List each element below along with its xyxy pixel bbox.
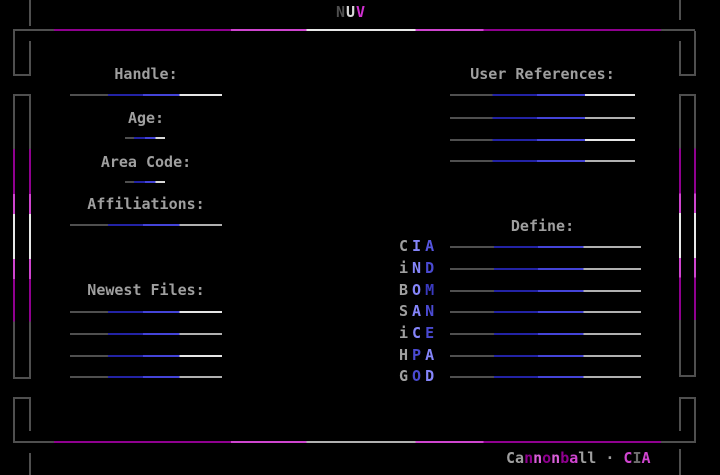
acronym-char: E: [425, 324, 439, 342]
title-char: U: [345, 3, 357, 21]
group-acronym-ind: iND: [399, 260, 438, 276]
credit-segment: o: [542, 449, 552, 467]
define-input-line[interactable]: [450, 290, 641, 292]
acronym-char: A: [425, 346, 439, 364]
border-bottomright-bracket-top: [679, 397, 696, 399]
define-input-line[interactable]: [450, 246, 641, 248]
credit-segment: a: [569, 449, 579, 467]
border-topleft-bracket-bottom: [13, 74, 31, 76]
acronym-char: O: [412, 367, 426, 385]
acronym-char: D: [425, 367, 439, 385]
area-code-input-line[interactable]: [125, 181, 165, 183]
border-bottomleft-bracket-outer: [13, 397, 15, 443]
acronym-char: B: [399, 281, 413, 299]
newest-files-input-line[interactable]: [70, 333, 222, 335]
border-topleft-bracket-inner: [29, 41, 31, 76]
border-topright-bracket-bottom: [679, 74, 696, 76]
credit-segment: ll: [578, 449, 597, 467]
border-left-rail-outer: [13, 95, 15, 378]
acronym-char: D: [425, 259, 439, 277]
artist-credit: Cannonball · CIA: [506, 450, 651, 466]
newest-files-input-line[interactable]: [70, 355, 222, 357]
age-label: Age:: [127, 109, 165, 127]
acronym-char: C: [412, 324, 426, 342]
handle-input-line[interactable]: [70, 94, 222, 96]
border-bottomleft-bracket-top: [13, 397, 31, 399]
acronym-char: N: [425, 302, 439, 320]
user-reference-input-line[interactable]: [450, 139, 635, 141]
credit-segment: I: [632, 449, 642, 467]
group-acronym-god: GOD: [399, 368, 438, 384]
define-input-line[interactable]: [450, 268, 641, 270]
credit-segment: A: [641, 449, 651, 467]
border-topleft-bracket-outer: [13, 31, 15, 76]
define-label: Define:: [510, 217, 575, 235]
credit-segment: ·: [596, 449, 624, 467]
border-bottomleft-bracket-inner: [29, 397, 31, 431]
credit-segment: Ca: [506, 449, 525, 467]
border-right-rail-bottom: [679, 375, 696, 377]
credit-segment: n: [524, 449, 534, 467]
handle-label: Handle:: [114, 65, 178, 83]
age-input-line[interactable]: [125, 137, 165, 139]
area-code-label: Area Code:: [100, 153, 192, 171]
border-topright-bracket-outer: [694, 31, 696, 76]
acronym-char: P: [412, 346, 426, 364]
border-right-rail-inner: [679, 95, 681, 376]
credit-segment: n: [551, 449, 561, 467]
acronym-char: G: [399, 367, 413, 385]
border-left-rail-inner: [29, 95, 31, 378]
newest-files-input-line[interactable]: [70, 376, 222, 378]
border-bottom-line: [13, 441, 695, 443]
user-references-label: User References:: [470, 65, 615, 83]
acronym-char: A: [412, 302, 426, 320]
credit-segment: C: [623, 449, 633, 467]
page-title: NUV: [330, 4, 372, 20]
border-bottomright-bracket-outer: [694, 397, 696, 443]
acronym-char: S: [399, 302, 413, 320]
acronym-char: H: [399, 346, 413, 364]
group-acronym-san: SAN: [399, 303, 438, 319]
acronym-char: M: [425, 281, 439, 299]
border-bottomright-bracket-inner: [679, 397, 681, 431]
group-acronym-cia: CIA: [399, 238, 438, 254]
acronym-char: i: [399, 324, 413, 342]
border-right-rail-outer: [694, 95, 696, 376]
border-left-rail-top: [13, 94, 31, 96]
acronym-char: A: [425, 237, 439, 255]
acronym-char: C: [399, 237, 413, 255]
border-topright-bracket-inner: [679, 41, 681, 76]
group-acronym-hpa: HPA: [399, 347, 438, 363]
newest-files-label: Newest Files:: [87, 281, 205, 299]
title-char: V: [356, 3, 367, 21]
acronym-char: O: [412, 281, 426, 299]
user-reference-input-line[interactable]: [450, 94, 635, 96]
define-input-line[interactable]: [450, 311, 641, 313]
border-top-right-tick: [679, 0, 681, 20]
define-input-line[interactable]: [450, 376, 641, 378]
credit-segment: n: [533, 449, 543, 467]
border-top-line: [13, 29, 695, 31]
user-reference-input-line[interactable]: [450, 117, 635, 119]
group-acronym-bom: BOM: [399, 282, 438, 298]
user-reference-input-line[interactable]: [450, 160, 635, 162]
define-input-line[interactable]: [450, 355, 641, 357]
border-bottom-right-tick: [679, 449, 681, 475]
border-top-left-tick: [29, 0, 31, 26]
border-right-rail-top: [679, 94, 696, 96]
newest-files-input-line[interactable]: [70, 311, 222, 313]
acronym-char: i: [399, 259, 413, 277]
group-acronym-ice: iCE: [399, 325, 438, 341]
title-char: N: [335, 3, 346, 21]
border-left-rail-bottom: [13, 377, 31, 379]
affiliations-label: Affiliations:: [87, 195, 205, 213]
credit-segment: b: [560, 449, 570, 467]
define-input-line[interactable]: [450, 333, 641, 335]
border-bottom-left-tick: [29, 453, 31, 475]
acronym-char: N: [412, 259, 426, 277]
affiliations-input-line[interactable]: [70, 224, 222, 226]
acronym-char: I: [412, 237, 426, 255]
